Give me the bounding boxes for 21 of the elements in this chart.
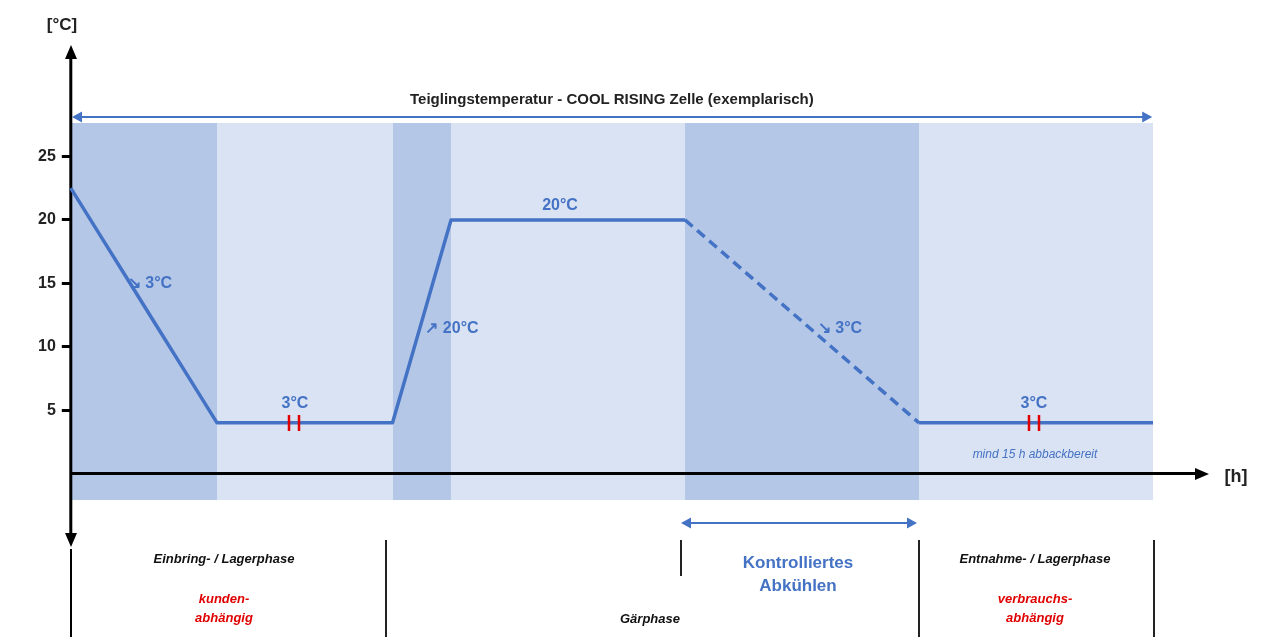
y-tick-label: 10 bbox=[38, 337, 56, 355]
y-tick-label: 25 bbox=[38, 146, 56, 164]
annotation: 3°C bbox=[281, 394, 309, 412]
text: verbrauchs- abhängig bbox=[997, 590, 1073, 627]
text: kunden- abhängig bbox=[195, 590, 253, 627]
y-tick-label: 5 bbox=[46, 400, 56, 418]
annotation: mind 15 h abbackbereit bbox=[972, 447, 1098, 461]
text: Kontrolliertes Abkühlen bbox=[742, 552, 854, 597]
y-tick-label: 20 bbox=[38, 210, 56, 228]
annotation: 20°C bbox=[542, 196, 578, 214]
y-tick-label: 15 bbox=[38, 273, 56, 291]
y-axis-title: [°C] bbox=[46, 15, 78, 35]
text: Gärphase bbox=[620, 610, 680, 626]
annotation: ↘ 3°C bbox=[127, 272, 173, 292]
annotation: ↘ 3°C bbox=[817, 317, 863, 337]
text: Entnahme- / Lagerphase bbox=[959, 550, 1111, 566]
text: [h] bbox=[1224, 465, 1248, 487]
annotation: ↗ 20°C bbox=[425, 317, 479, 337]
text: Teiglingstemperatur - COOL RISING Zelle (exemplarisch) bbox=[410, 89, 814, 107]
annotation: 3°C bbox=[1020, 394, 1048, 412]
text: Einbring- / Lagerphase bbox=[153, 550, 295, 566]
